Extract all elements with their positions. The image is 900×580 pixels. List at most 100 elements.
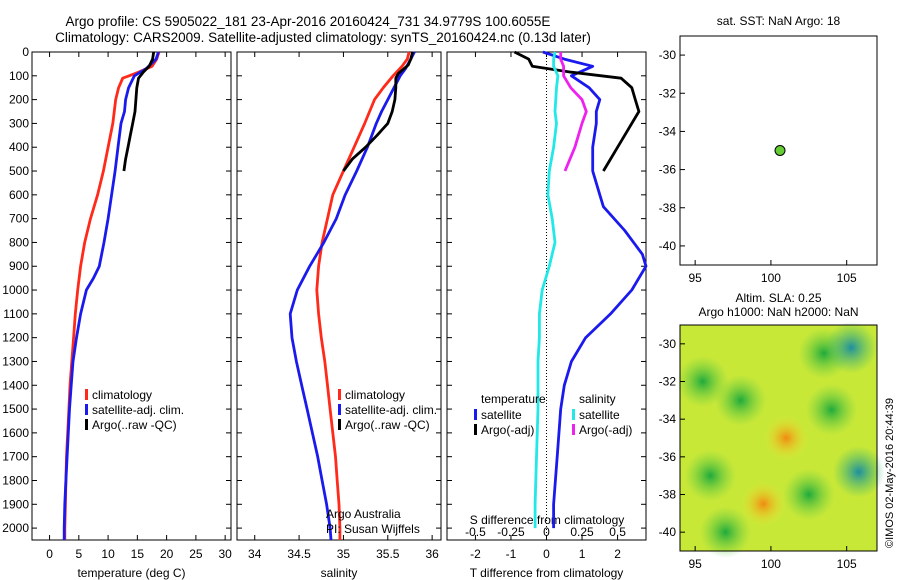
y-tick-label: 1000 [2, 283, 29, 297]
y-tick-label: 900 [9, 259, 29, 273]
position-map-panel: sat. SST: NaN Argo: 18 95 100 105 -30 -32 -34 -… [659, 14, 878, 285]
y-tick-label: 1100 [3, 307, 29, 321]
x-tick-label: 25 [189, 547, 203, 561]
y-tick-label: 400 [9, 140, 29, 154]
legend-swatch [572, 409, 575, 420]
y-tick-label: 600 [9, 188, 29, 202]
legend-entry: satellite [579, 408, 620, 422]
salinity-panel: 34 34.5 35 35.5 36 salinity climatologysatelli… [236, 51, 442, 580]
x-tick-label: 30 [218, 547, 232, 561]
legend-swatch [474, 409, 477, 420]
x-tick-label: 34.5 [287, 547, 311, 561]
y-tick-label: 200 [9, 93, 29, 107]
y-tick-label: -38 [659, 488, 677, 502]
map-subtitle: Argo h1000: NaN h2000: NaN [698, 305, 858, 319]
legend-swatch [572, 424, 575, 435]
y-tick-label: 1900 [2, 497, 29, 511]
y-tick-label: -40 [659, 525, 677, 539]
heatmap-blob-green [805, 383, 858, 436]
difference-panel: -2 -1 0 1 2 T difference from climatology -0.5… [446, 50, 648, 580]
y-tick-label: 100 [9, 69, 29, 83]
x-tick-label: -2 [470, 547, 481, 561]
y-tick-label: -32 [659, 86, 677, 100]
top-x-tick-label: -0.25 [497, 525, 525, 539]
legend-swatch [85, 404, 88, 415]
y-tick-label: 1300 [2, 354, 29, 368]
x-tick-label: 0 [46, 547, 53, 561]
x-axis-label: salinity [321, 566, 358, 580]
legend-swatch [474, 424, 477, 435]
top-x-tick-label: 0.5 [609, 525, 626, 539]
x-tick-label: 35.5 [376, 547, 400, 561]
legend-swatch [85, 419, 88, 430]
legend-entry: climatology [92, 388, 152, 402]
top-axis-label: S difference from climatology [470, 513, 625, 527]
series-line-salinity-satellite [533, 51, 560, 529]
legend-group-title: temperature [481, 392, 546, 406]
series-line-climatology [315, 51, 411, 540]
x-tick-label: -1 [506, 547, 517, 561]
x-tick-label: 95 [688, 271, 702, 285]
x-tick-label: 105 [837, 557, 857, 571]
y-tick-label: 1800 [2, 473, 29, 487]
figure-title-line1: Argo profile: CS 5905022_181 23-Apr-2016… [66, 14, 551, 29]
legend-swatch [338, 404, 341, 415]
legend-group-title: salinity [579, 392, 616, 406]
heatmap-blob-green [714, 374, 767, 427]
x-tick-label: 5 [75, 547, 82, 561]
series-line-satellite-adj-clim- [288, 51, 416, 541]
map-title: sat. SST: NaN Argo: 18 [717, 14, 841, 28]
x-tick-label: 0 [543, 547, 550, 561]
x-tick-label: 35 [337, 547, 351, 561]
series-line-argo-raw-qc- [342, 51, 414, 172]
heatmap-blob-orange [741, 481, 786, 526]
legend-swatch [338, 389, 341, 400]
y-tick-label: -36 [659, 450, 677, 464]
legend-entry: Argo(..raw -QC) [92, 418, 177, 432]
heatmap-blob-orange [764, 416, 809, 460]
annotation-text: Argo Australia [326, 507, 401, 521]
y-tick-label: 500 [9, 164, 29, 178]
map-frame [679, 35, 878, 266]
argo-position-marker [774, 145, 786, 156]
series-line-satellite-adj-clim- [62, 51, 160, 540]
y-tick-label: 1600 [2, 426, 29, 440]
map-frame [679, 324, 878, 552]
series-line-argo-raw-qc- [122, 51, 156, 172]
legend-entry: satellite-adj. clim. [92, 403, 184, 417]
map-title: Altim. SLA: 0.25 [735, 291, 821, 305]
x-axis-label: T difference from climatology [470, 566, 624, 580]
legend-swatch [85, 389, 88, 400]
top-x-tick-label: -0.5 [465, 525, 486, 539]
series-line-climatology [63, 51, 161, 540]
x-tick-label: 100 [761, 271, 781, 285]
y-tick-label: -38 [659, 201, 677, 215]
plot-frame [236, 51, 442, 541]
y-tick-label: -34 [659, 124, 677, 138]
y-tick-label: -34 [659, 412, 677, 426]
y-tick-label: -30 [659, 337, 677, 351]
top-x-tick-label: 0.25 [570, 525, 594, 539]
legend-entry: Argo(..raw -QC) [345, 418, 430, 432]
y-tick-label: 1400 [2, 378, 29, 392]
legend-entry: satellite-adj. clim. [345, 403, 437, 417]
annotation-text: PI: Susan Wijffels [326, 522, 420, 536]
legend-entry: climatology [345, 388, 405, 402]
x-tick-label: 36 [425, 547, 439, 561]
legend-swatch [338, 419, 341, 430]
y-tick-label: 700 [9, 212, 29, 226]
heatmap-blob-teal [825, 321, 878, 374]
y-tick-label: 300 [9, 116, 29, 130]
series-line-temperature-argo-adj- [513, 50, 641, 172]
series-line-salinity-argo-adj- [559, 52, 588, 172]
heatmap-blob-teal [832, 445, 885, 498]
heatmap-blob-green [684, 449, 737, 502]
y-tick-label: -40 [659, 239, 677, 253]
x-tick-label: 15 [131, 547, 145, 561]
heatmap-blob-green [782, 468, 835, 521]
y-tick-label: 0 [22, 45, 29, 59]
y-tick-label: -30 [659, 48, 677, 62]
watermark-text: ©IMOS 02-May-2016 20:44:39 [884, 398, 896, 548]
